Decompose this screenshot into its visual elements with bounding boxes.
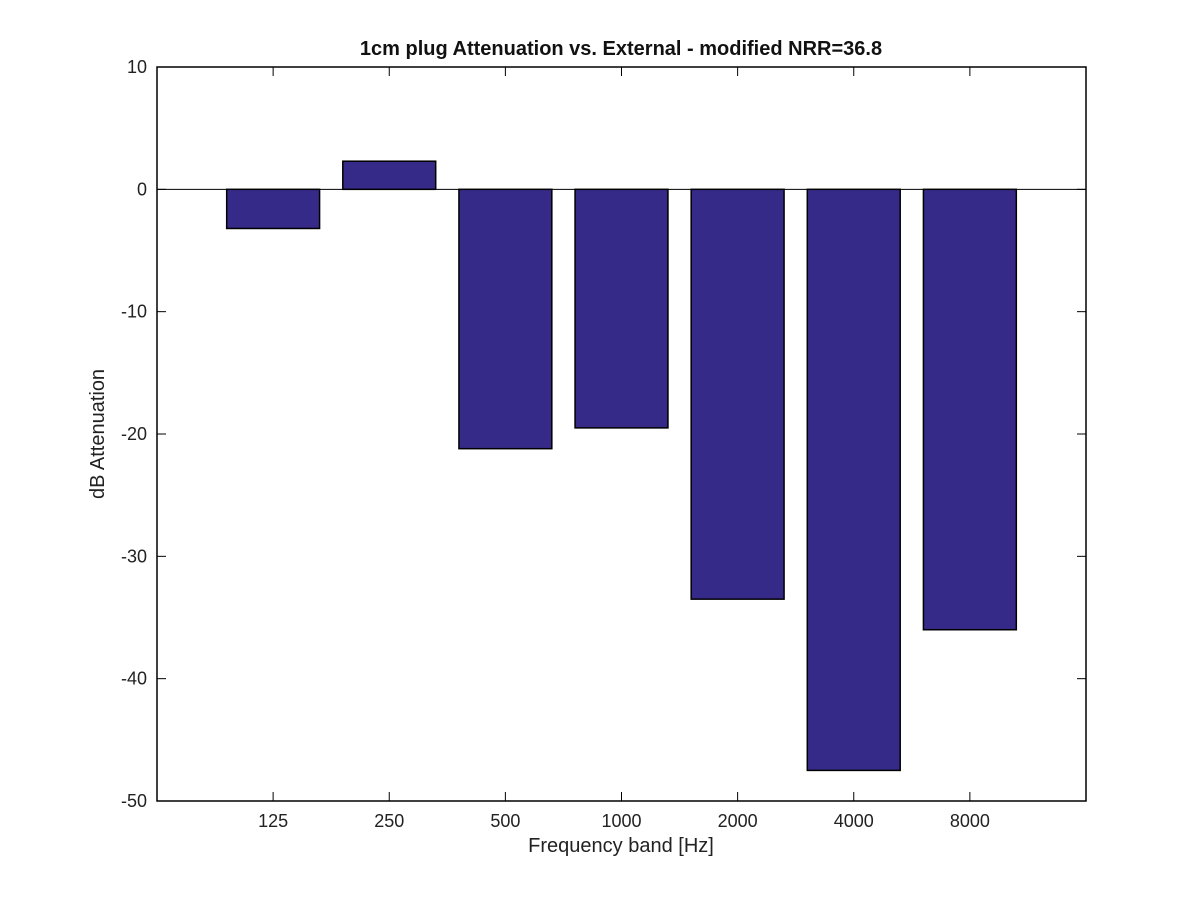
x-tick-label: 125 — [258, 811, 288, 831]
y-tick-label: -20 — [121, 424, 147, 444]
y-tick-label: -50 — [121, 791, 147, 811]
chart-title: 1cm plug Attenuation vs. External - modi… — [360, 38, 882, 60]
bar-500 — [458, 188, 553, 450]
x-tick-label: 2000 — [718, 811, 758, 831]
y-tick-label: -30 — [121, 546, 147, 566]
bar-8000 — [922, 188, 1018, 631]
bars-layer — [225, 160, 1018, 772]
x-tick-label: 8000 — [950, 811, 990, 831]
x-axis-label: Frequency band [Hz] — [528, 835, 714, 857]
x-tick-label: 1000 — [601, 811, 641, 831]
y-tick-label: 0 — [137, 179, 147, 199]
bar-2000 — [690, 188, 785, 600]
y-tick-label: -10 — [121, 302, 147, 322]
bar-4000 — [806, 188, 901, 772]
x-tick-label: 500 — [490, 811, 520, 831]
x-tick-label: 4000 — [834, 811, 874, 831]
bar-1000 — [574, 188, 669, 429]
y-tick-label: -40 — [121, 669, 147, 689]
y-tick-label: 10 — [127, 57, 147, 77]
x-tick-label: 250 — [374, 811, 404, 831]
y-axis-label: dB Attenuation — [87, 369, 109, 499]
bar-125 — [225, 188, 321, 230]
ticks-layer: 10 0 -10 -20 -30 -40 -50 125 250 500 1000 2000 4000 8… — [121, 57, 1086, 831]
bar-250 — [342, 160, 437, 191]
